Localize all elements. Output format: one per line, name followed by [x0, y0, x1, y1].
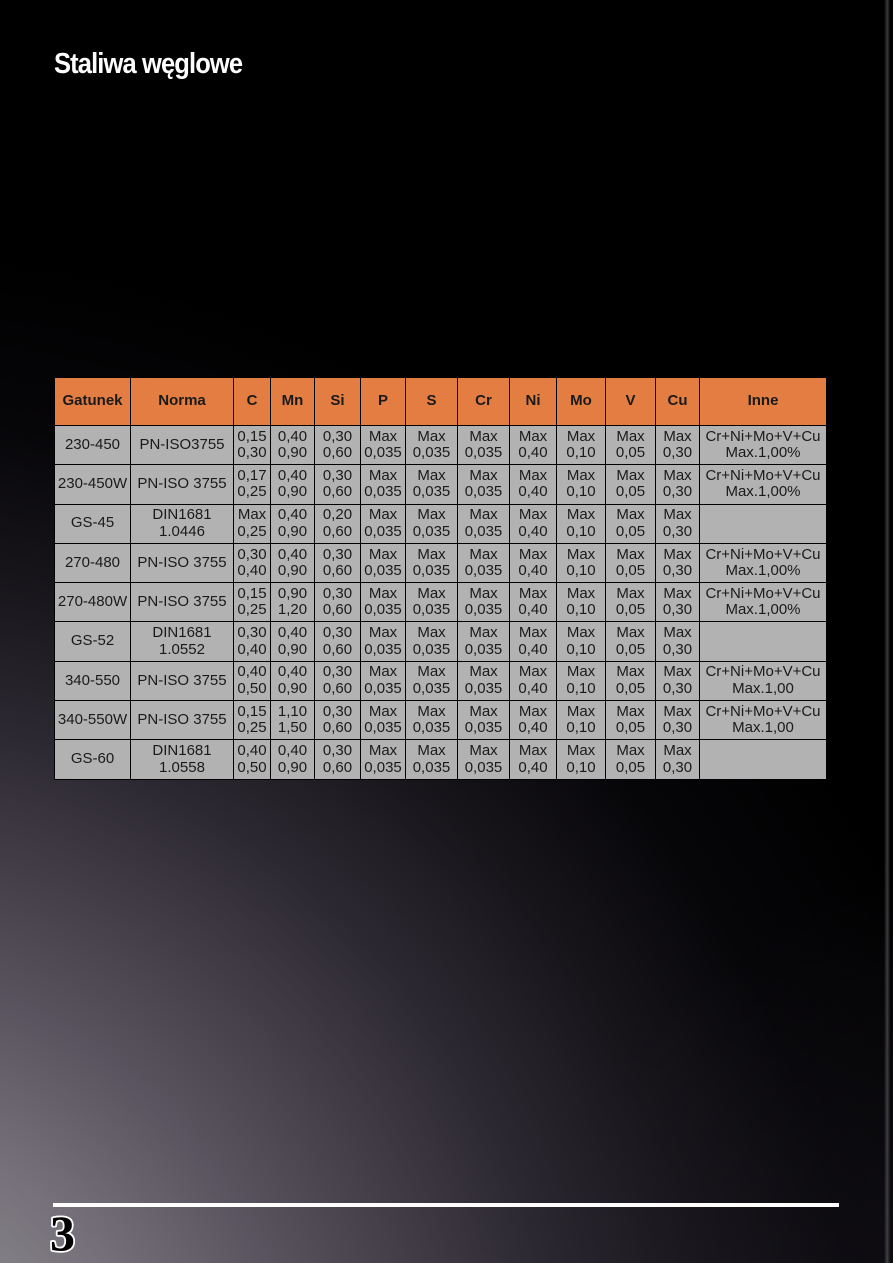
svg-text:3: 3 [50, 1205, 75, 1261]
